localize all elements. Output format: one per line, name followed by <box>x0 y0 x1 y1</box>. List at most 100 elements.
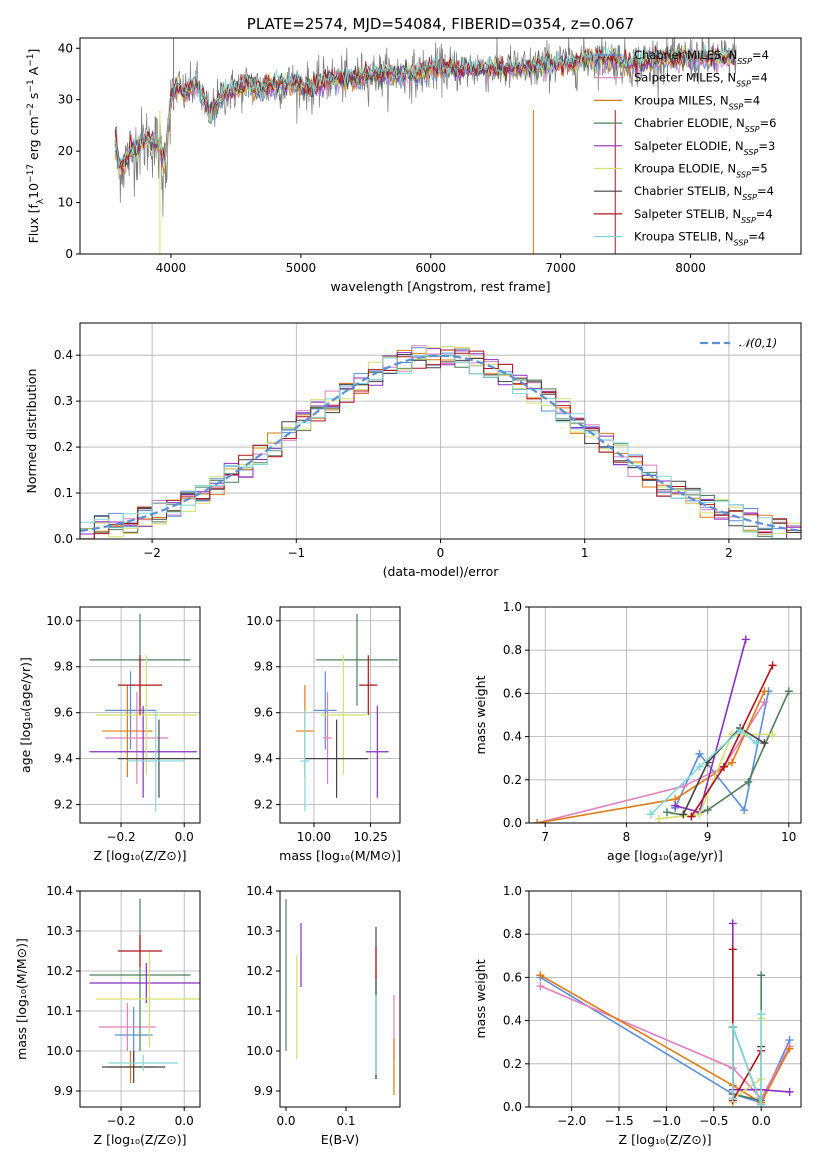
y-tick-label: 10.0 <box>46 614 73 628</box>
y-tick-label: 9.4 <box>254 752 273 766</box>
weight-marker <box>536 982 545 991</box>
weight-marker <box>728 1023 737 1032</box>
x-tick-label: 0 <box>437 546 445 560</box>
y-tick-label: 10.2 <box>46 964 73 978</box>
y-tick-label: 0.8 <box>503 927 522 941</box>
weight-marker <box>695 749 704 758</box>
axes-age_vs_Z: −0.2 0.0 9.2 9.4 9.6 9.8 10.0 Z [log₁₀(Z/Z⊙)] ag… <box>18 606 201 863</box>
plot-area <box>80 345 801 539</box>
x-tick-label: 5000 <box>286 261 317 275</box>
x-tick-label: 6000 <box>415 261 446 275</box>
y-tick-label: 10.3 <box>46 924 73 938</box>
y-tick-label: 0.2 <box>503 773 522 787</box>
x-tick-label: −0.2 <box>106 1114 135 1128</box>
legend-entry: Kroupa ELODIE, NSSP=5 <box>634 162 768 180</box>
y-tick-label: 10.4 <box>246 884 273 898</box>
x-tick-label: −1 <box>287 546 305 560</box>
y-axis-label: mass weight <box>473 959 488 1038</box>
y-tick-label: 9.6 <box>54 706 73 720</box>
x-tick-label: 9 <box>704 830 712 844</box>
y-axis-label: mass weight <box>473 675 488 754</box>
plot-area <box>114 38 737 254</box>
plot-area <box>536 919 794 1107</box>
y-tick-label: 10.0 <box>46 1044 73 1058</box>
x-tick-label: −2 <box>143 546 161 560</box>
y-tick-label: 10 <box>58 196 73 210</box>
y-tick-label: 10.2 <box>246 964 273 978</box>
plot-area <box>533 635 793 823</box>
y-axis-label: age [log₁₀(age/yr)] <box>18 657 33 773</box>
weight-marker <box>728 1094 737 1103</box>
weight-line <box>658 733 773 820</box>
weight-marker <box>785 1044 794 1053</box>
y-tick-label: 0.4 <box>503 1014 522 1028</box>
weight-marker <box>768 730 777 739</box>
legend-entry: Chabrier MILES, NSSP=4 <box>634 48 769 66</box>
axes-frame <box>79 606 201 824</box>
y-axis-label: mass [log₁₀(M/M⊙)] <box>14 938 29 1060</box>
plot-area <box>89 899 200 1083</box>
x-tick-label: 7 <box>541 830 549 844</box>
x-axis-label: Z [log₁₀(Z/Z⊙)] <box>94 1132 187 1147</box>
legend-entry: Salpeter STELIB, NSSP=4 <box>634 207 773 225</box>
y-tick-label: 30 <box>58 93 73 107</box>
weight-line <box>536 690 766 823</box>
x-tick-label: −1.5 <box>604 1114 633 1128</box>
x-tick-label: 7000 <box>545 261 576 275</box>
axes-residuals: −2 −1 0 1 2 0.0 0.1 0.2 0.3 0.4 (data-model)/error… <box>24 322 802 579</box>
axes-frame <box>528 606 802 824</box>
y-tick-label: 0.0 <box>503 1100 522 1114</box>
x-tick-label: 8 <box>623 830 631 844</box>
legend-entry: Salpeter ELODIE, NSSP=3 <box>634 139 775 157</box>
chart-title: PLATE=2574, MJD=54084, FIBERID=0354, z=0… <box>247 15 634 33</box>
axes-weight_vs_age: 7 8 9 10 0.0 0.2 0.4 0.6 0.8 1.0 age [log₁₀(age/yr… <box>473 600 802 863</box>
x-tick-label: 2 <box>725 546 733 560</box>
y-tick-label: 1.0 <box>503 884 522 898</box>
weight-marker <box>741 635 750 644</box>
gaussian-curve <box>80 354 801 532</box>
weight-line <box>650 729 757 815</box>
histogram-step <box>80 346 801 539</box>
x-tick-label: 0.0 <box>175 830 194 844</box>
plot-area <box>89 613 200 812</box>
axes-weight_vs_Z: −2.0 −1.5 −1.0 −0.5 0.0 0.0 0.2 0.4 0.6 0.8 1.0 Z [… <box>473 884 802 1147</box>
weight-marker <box>727 758 736 767</box>
histogram-step <box>80 354 801 539</box>
y-axis-label: Normed distribution <box>24 369 39 494</box>
weight-marker <box>757 971 766 980</box>
axes-frame <box>79 37 802 255</box>
y-tick-label: 0.0 <box>503 816 522 830</box>
weight-marker <box>654 814 663 823</box>
y-tick-label: 0.0 <box>54 532 73 546</box>
y-tick-label: 10.1 <box>46 1004 73 1018</box>
y-tick-label: 9.9 <box>254 1084 273 1098</box>
weight-marker <box>740 806 749 815</box>
x-axis-label: wavelength [Angstrom, rest frame] <box>330 279 550 294</box>
x-axis-label: Z [log₁₀(Z/Z⊙)] <box>619 1132 712 1147</box>
x-tick-label: −1.0 <box>652 1114 681 1128</box>
weight-marker <box>785 1087 794 1096</box>
weight-line <box>732 1014 762 1106</box>
weight-line <box>732 949 762 1104</box>
x-tick-label: 10 <box>781 830 796 844</box>
weight-marker <box>695 762 704 771</box>
y-tick-label: 0.1 <box>54 486 73 500</box>
y-axis-label: Flux [fλ10−17 erg cm−2 s−1 A−1] <box>26 49 46 244</box>
x-tick-label: −0.5 <box>699 1114 728 1128</box>
y-tick-label: 0.4 <box>54 348 73 362</box>
y-tick-label: 10.0 <box>246 614 273 628</box>
x-tick-label: 0.1 <box>336 1114 355 1128</box>
spectrum-data-line <box>114 38 737 217</box>
weight-marker <box>703 806 712 815</box>
weight-marker <box>760 687 769 696</box>
axes-frame <box>79 322 802 540</box>
y-tick-label: 9.2 <box>254 798 273 812</box>
weight-line <box>540 985 791 1100</box>
y-tick-label: 10.1 <box>246 1004 273 1018</box>
weight-marker <box>760 739 769 748</box>
y-tick-label: 9.9 <box>54 1084 73 1098</box>
y-tick-label: 20 <box>58 144 73 158</box>
y-tick-label: 9.6 <box>254 706 273 720</box>
plot-area <box>295 613 398 812</box>
